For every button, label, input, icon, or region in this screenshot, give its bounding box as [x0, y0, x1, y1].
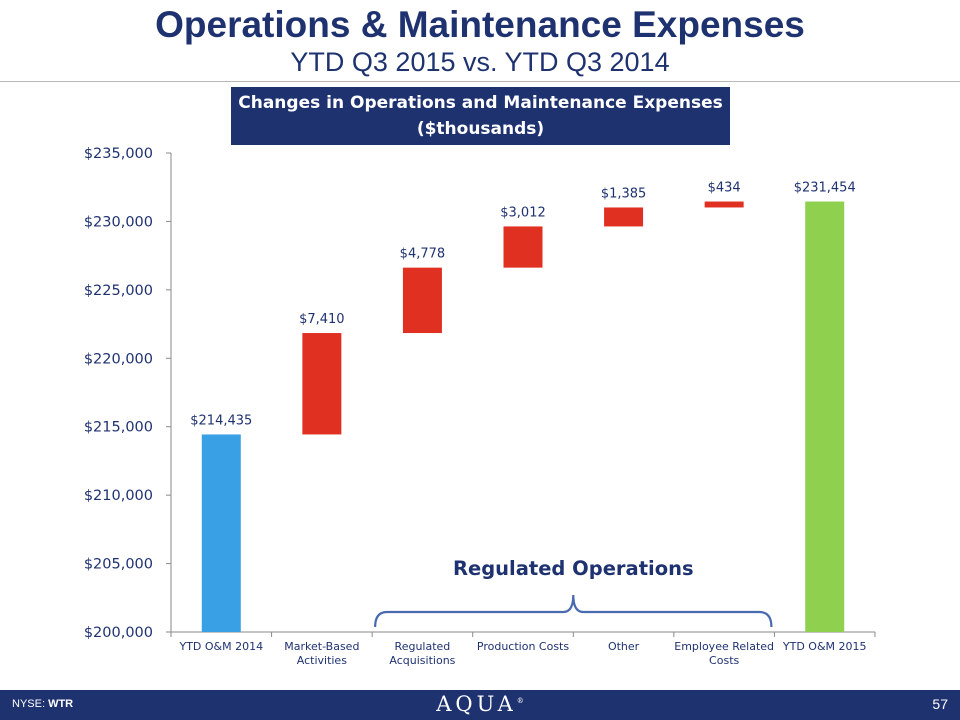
exchange-label: NYSE:: [12, 698, 49, 710]
x-category-label: Costs: [709, 654, 739, 667]
title-divider: [0, 81, 960, 82]
chart-title-line-2: ($thousands): [416, 119, 545, 139]
data-label: $231,454: [794, 181, 856, 196]
slide-title: Operations & Maintenance Expenses: [155, 4, 805, 45]
data-label: $3,012: [500, 205, 546, 220]
bar-total: [805, 201, 845, 632]
bar-increase: [302, 333, 342, 435]
footer-bar: NYSE: WTR AQUA® 57: [0, 690, 960, 720]
bar-increase: [704, 201, 744, 208]
chart-title-line-1: Changes in Operations and Maintenance Ex…: [238, 93, 723, 113]
slide-subtitle: YTD Q3 2015 vs. YTD Q3 2014: [290, 47, 670, 77]
bar-total: [201, 434, 241, 632]
y-tick-label: $215,000: [84, 420, 153, 436]
regulated-operations-brace: [374, 594, 773, 628]
bar-increase: [503, 226, 543, 268]
y-tick-label: $235,000: [84, 146, 153, 162]
x-category-label: Market-Based: [284, 640, 359, 653]
page-number: 57: [932, 696, 948, 712]
y-tick-label: $230,000: [84, 214, 153, 230]
x-category-label: YTD O&M 2014: [178, 640, 263, 653]
y-tick-label: $225,000: [84, 283, 153, 299]
x-category-label: Acquisitions: [389, 654, 455, 667]
ticker-symbol: WTR: [48, 698, 74, 710]
x-category-label: Production Costs: [477, 640, 569, 653]
ticker-label: NYSE: WTR: [12, 698, 73, 710]
data-label: $434: [708, 181, 741, 196]
x-category-label: Activities: [297, 654, 347, 667]
y-tick-label: $220,000: [84, 351, 153, 367]
waterfall-chart: $200,000 $205,000 $210,000 $215,000 $220,000…: [84, 146, 876, 667]
y-tick-label: $205,000: [84, 557, 153, 573]
y-tick-label: $200,000: [84, 625, 153, 641]
x-category-label: Other: [608, 640, 640, 653]
logo-text: AQUA: [436, 692, 517, 716]
data-label: $7,410: [299, 312, 345, 327]
bar-increase: [402, 267, 442, 334]
x-category-label: Employee Related: [674, 640, 774, 653]
x-category-label: YTD O&M 2015: [782, 640, 867, 653]
registered-mark: ®: [516, 697, 524, 705]
aqua-logo: AQUA®: [0, 692, 960, 716]
data-label: $1,385: [601, 186, 647, 201]
chart-title-box: Changes in Operations and Maintenance Ex…: [231, 87, 730, 145]
regulated-operations-label: Regulated Operations: [453, 557, 694, 580]
data-label: $214,435: [190, 413, 252, 428]
data-label: $4,778: [400, 247, 446, 262]
y-tick-label: $210,000: [84, 488, 153, 504]
bar-increase: [604, 207, 644, 227]
x-category-label: Regulated: [395, 640, 451, 653]
